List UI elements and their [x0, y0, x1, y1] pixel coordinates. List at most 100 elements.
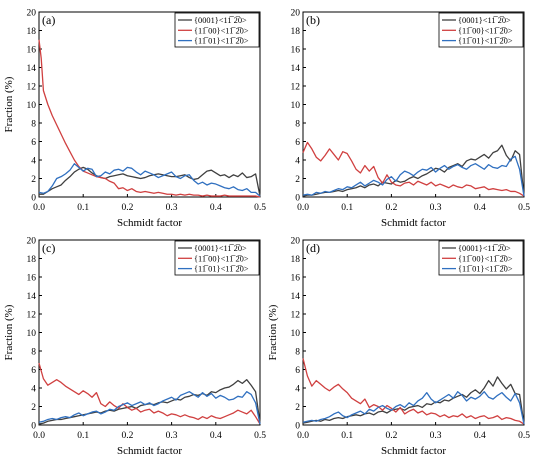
y-tick-label: 8: [31, 119, 36, 129]
series-line-2: [302, 358, 525, 425]
y-axis-title: Fraction (%): [267, 304, 279, 360]
legend-entry: {11̅ 01}<11̅ 2̅0>: [458, 265, 513, 274]
legend-entry: {11̅ 00}<11̅ 2̅0>: [194, 254, 249, 263]
y-tick-label: 10: [291, 329, 301, 339]
chart-panel-2: 0 2 4 6 8 10 12 14 16 18 20 0.0 0.1 0.2 0.3 0.4 0.5 Schmi…: [291, 8, 531, 229]
series-line-1: [302, 144, 525, 197]
y-tick-label: 18: [27, 255, 37, 265]
y-tick-label: 10: [291, 101, 301, 111]
x-tick-label: 0.1: [341, 431, 353, 441]
series-line-2: [302, 141, 525, 197]
x-tick-label: 0.1: [77, 203, 89, 213]
x-tick-label: 0.3: [166, 431, 178, 441]
x-tick-label: 0.0: [297, 431, 309, 441]
y-tick-label: 0: [31, 193, 36, 203]
y-tick-label: 8: [31, 347, 36, 357]
legend-entry: {11̅ 00}<11̅ 2̅0>: [458, 26, 513, 35]
x-axis-title: Schmidt factor: [381, 445, 446, 457]
legend-entry: {11̅ 01}<11̅ 2̅0>: [194, 265, 249, 274]
x-tick-label: 0.0: [33, 203, 45, 213]
legend-entry: {11̅ 00}<11̅ 2̅0>: [194, 26, 249, 35]
y-tick-label: 12: [27, 82, 37, 92]
y-tick-label: 18: [291, 27, 301, 37]
y-tick-label: 4: [295, 384, 300, 394]
y-tick-label: 2: [31, 175, 36, 185]
y-axis-title: Fraction (%): [3, 76, 15, 132]
y-tick-label: 18: [291, 255, 301, 265]
x-tick-label: 0.0: [297, 203, 309, 213]
y-tick-label: 2: [31, 403, 36, 413]
x-tick-label: 0.3: [166, 203, 178, 213]
y-tick-label: 6: [31, 138, 36, 148]
legend-entry: {0001}<11̅̅ 2̅0>: [194, 16, 247, 25]
series-line-2: [38, 39, 261, 198]
series-line-2: [38, 362, 261, 425]
x-tick-label: 0.3: [430, 203, 442, 213]
x-tick-label: 0.2: [385, 431, 397, 441]
series-line-1: [38, 379, 261, 425]
x-tick-label: 0.4: [210, 203, 222, 213]
y-tick-label: 14: [291, 64, 301, 74]
y-tick-label: 10: [27, 101, 37, 111]
y-tick-label: 16: [291, 273, 301, 283]
y-tick-label: 16: [291, 45, 301, 55]
legend-entry: {11̅ 01}<11̅ 2̅0>: [458, 37, 513, 46]
y-tick-label: 4: [295, 156, 300, 166]
x-tick-label: 0.5: [518, 203, 530, 213]
y-tick-label: 14: [27, 292, 37, 302]
y-tick-label: 0: [295, 421, 300, 431]
x-tick-label: 0.4: [210, 431, 222, 441]
x-tick-label: 0.2: [121, 203, 133, 213]
y-tick-label: 4: [31, 156, 36, 166]
x-axis-title: Schmidt factor: [381, 217, 446, 229]
y-axis-title: Fraction (%): [3, 304, 15, 360]
x-tick-label: 0.4: [474, 431, 486, 441]
x-axis-title: Schmidt factor: [117, 445, 182, 457]
series-line-3: [38, 391, 261, 425]
x-tick-label: 0.5: [518, 431, 530, 441]
series-line-1: [302, 376, 525, 425]
series-line-3: [302, 155, 525, 197]
panel-label: (a): [42, 13, 55, 27]
x-tick-label: 0.2: [121, 431, 133, 441]
y-tick-label: 0: [31, 421, 36, 431]
y-tick-label: 14: [27, 64, 37, 74]
legend-entry: {0001}<11̅̅ 2̅0>: [194, 244, 247, 253]
legend-entry: {11̅ 00}<11̅ 2̅0>: [458, 254, 513, 263]
y-tick-label: 0: [295, 193, 300, 203]
y-tick-label: 16: [27, 45, 37, 55]
panel-label: (c): [42, 241, 55, 255]
y-tick-label: 4: [31, 384, 36, 394]
x-tick-label: 0.0: [33, 431, 45, 441]
y-tick-label: 12: [291, 82, 301, 92]
panel-label: (d): [306, 241, 320, 255]
x-tick-label: 0.1: [77, 431, 89, 441]
panel-label: (b): [306, 13, 320, 27]
y-tick-label: 12: [291, 310, 301, 320]
legend-entry: {11̅ 01}<11̅ 2̅0>: [194, 37, 249, 46]
x-tick-label: 0.2: [385, 203, 397, 213]
x-axis-title: Schmidt factor: [117, 217, 182, 229]
x-tick-label: 0.5: [254, 203, 266, 213]
legend-entry: {0001}<11̅̅ 2̅0>: [458, 16, 511, 25]
y-tick-label: 10: [27, 329, 37, 339]
y-tick-label: 2: [295, 403, 300, 413]
x-tick-label: 0.1: [341, 203, 353, 213]
series-line-1: [39, 166, 261, 197]
chart-panel-1: 0 2 4 6 8 10 12 14 16 18 20 0.0 0.1 0.2 0.3 0.4 0.5 Schmi…: [3, 8, 266, 229]
y-tick-label: 8: [295, 119, 300, 129]
x-tick-label: 0.3: [430, 431, 442, 441]
y-tick-label: 6: [31, 366, 36, 376]
y-tick-label: 18: [27, 27, 37, 37]
chart-panel-4: 0 2 4 6 8 10 12 14 16 18 20 0.0 0.1 0.2 0.3 0.4 0.5 Schmi…: [267, 236, 530, 457]
y-tick-label: 2: [295, 175, 300, 185]
series-line-3: [302, 391, 525, 425]
y-tick-label: 14: [291, 292, 301, 302]
y-tick-label: 16: [27, 273, 37, 283]
chart-panel-3: 0 2 4 6 8 10 12 14 16 18 20 0.0 0.1 0.2 0.3 0.4 0.5 Schmi…: [3, 236, 266, 457]
x-tick-label: 0.4: [474, 203, 486, 213]
y-tick-label: 6: [295, 138, 300, 148]
y-tick-label: 8: [295, 347, 300, 357]
y-tick-label: 12: [27, 310, 37, 320]
